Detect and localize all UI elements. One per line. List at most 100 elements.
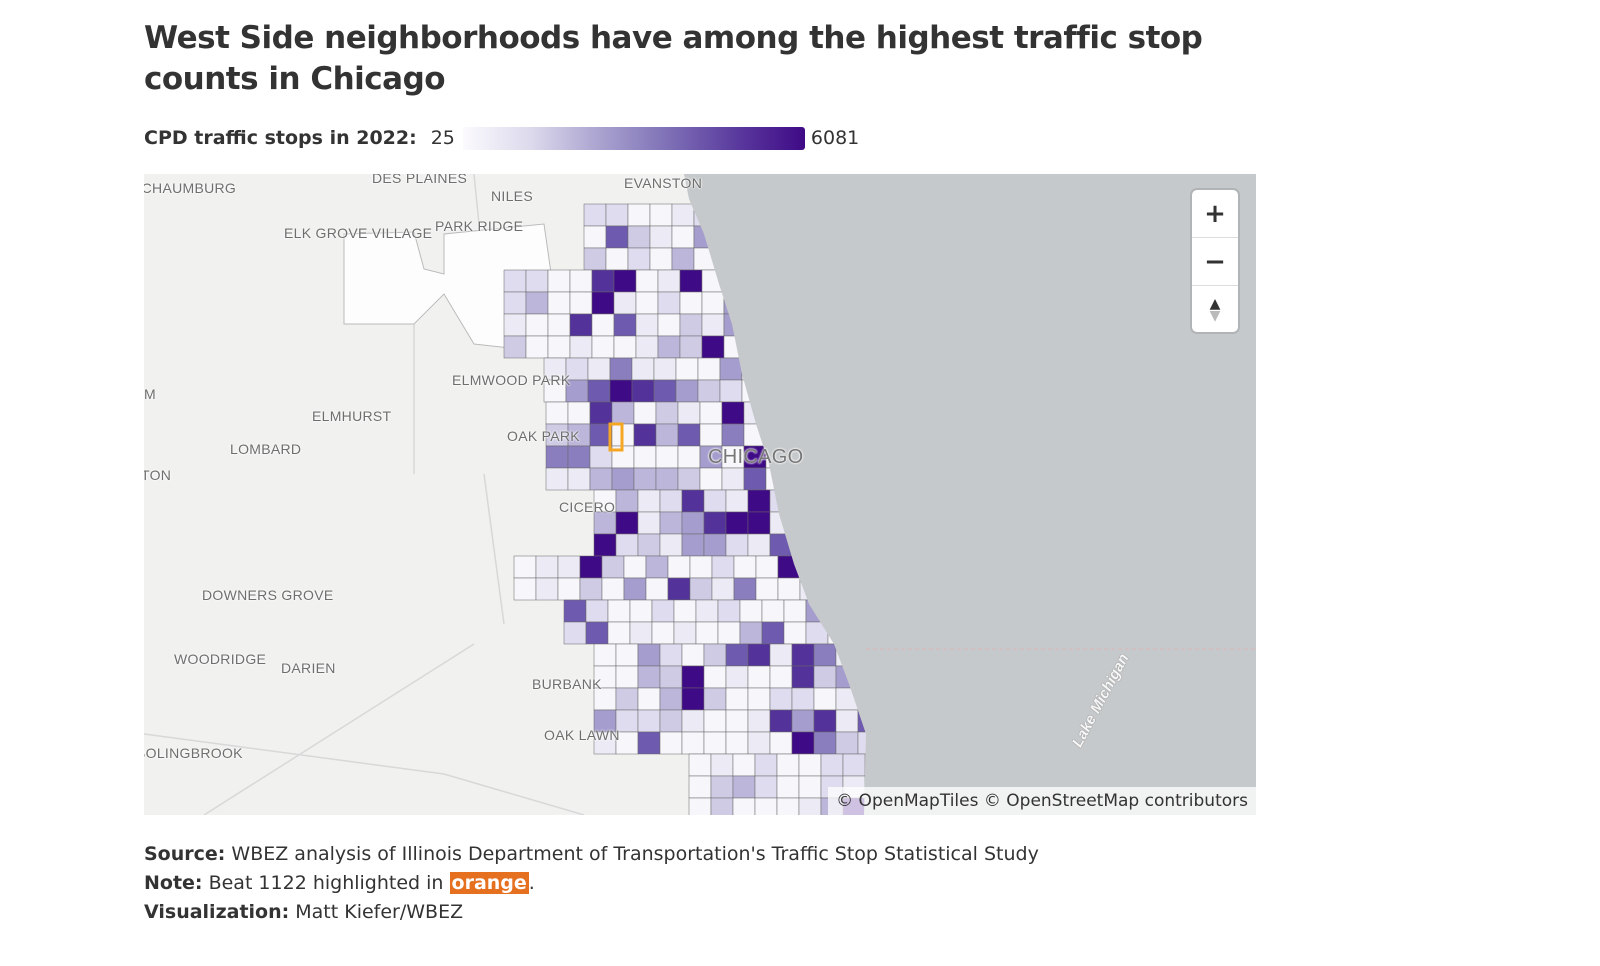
beat[interactable] <box>659 511 683 535</box>
beat[interactable] <box>835 709 859 733</box>
beat[interactable] <box>525 269 549 293</box>
beat[interactable] <box>688 797 712 815</box>
beat[interactable] <box>747 643 771 667</box>
beat[interactable] <box>535 555 559 579</box>
beat[interactable] <box>651 599 675 623</box>
beat[interactable] <box>710 753 734 777</box>
beat[interactable] <box>655 401 679 425</box>
beat[interactable] <box>611 401 635 425</box>
beat[interactable] <box>623 577 647 601</box>
beat[interactable] <box>747 709 771 733</box>
beat[interactable] <box>777 577 801 601</box>
beat[interactable] <box>769 643 793 667</box>
beat[interactable] <box>754 753 778 777</box>
beat[interactable] <box>733 577 757 601</box>
beat[interactable] <box>719 379 743 403</box>
beat[interactable] <box>776 775 800 799</box>
beat[interactable] <box>747 665 771 689</box>
zoom-out-button[interactable]: − <box>1192 238 1238 286</box>
beat[interactable] <box>587 357 611 381</box>
beat[interactable] <box>679 269 703 293</box>
beat[interactable] <box>609 357 633 381</box>
beat[interactable] <box>557 577 581 601</box>
beat[interactable] <box>725 643 749 667</box>
beat[interactable] <box>645 577 669 601</box>
beat[interactable] <box>615 533 639 557</box>
beat[interactable] <box>653 379 677 403</box>
beat[interactable] <box>593 533 617 557</box>
beat[interactable] <box>629 599 653 623</box>
beat[interactable] <box>721 423 745 447</box>
beat[interactable] <box>589 467 613 491</box>
beat[interactable] <box>615 687 639 711</box>
beat[interactable] <box>725 533 749 557</box>
map-attribution[interactable]: © OpenMapTiles © OpenStreetMap contribut… <box>828 787 1256 815</box>
beat[interactable] <box>671 247 695 271</box>
zoom-in-button[interactable]: + <box>1192 190 1238 238</box>
beat[interactable] <box>583 247 607 271</box>
beat[interactable] <box>699 423 723 447</box>
beat[interactable] <box>591 335 615 359</box>
beat[interactable] <box>653 357 677 381</box>
beat[interactable] <box>769 665 793 689</box>
beat[interactable] <box>689 555 713 579</box>
beat[interactable] <box>569 313 593 337</box>
beat[interactable] <box>699 467 723 491</box>
beat[interactable] <box>813 731 837 755</box>
beat[interactable] <box>503 313 527 337</box>
beat[interactable] <box>637 687 661 711</box>
beat[interactable] <box>627 225 651 249</box>
highlighted-beat-1122[interactable] <box>608 422 624 452</box>
beat[interactable] <box>703 489 727 513</box>
beat[interactable] <box>791 665 815 689</box>
beat[interactable] <box>769 687 793 711</box>
beat[interactable] <box>717 599 741 623</box>
beat[interactable] <box>813 709 837 733</box>
beat[interactable] <box>623 555 647 579</box>
beat[interactable] <box>739 621 763 645</box>
beat[interactable] <box>719 357 743 381</box>
beat[interactable] <box>535 577 559 601</box>
beat[interactable] <box>747 731 771 755</box>
beat[interactable] <box>601 577 625 601</box>
beat[interactable] <box>637 511 661 535</box>
beat[interactable] <box>673 599 697 623</box>
beat[interactable] <box>651 621 675 645</box>
beat[interactable] <box>607 621 631 645</box>
beat[interactable] <box>645 555 669 579</box>
beat[interactable] <box>675 357 699 381</box>
beat[interactable] <box>835 731 859 755</box>
beat[interactable] <box>569 335 593 359</box>
beat[interactable] <box>791 687 815 711</box>
beat[interactable] <box>739 599 763 623</box>
beat[interactable] <box>703 643 727 667</box>
beat[interactable] <box>649 203 673 227</box>
beat[interactable] <box>635 313 659 337</box>
beat[interactable] <box>725 665 749 689</box>
beat[interactable] <box>813 643 837 667</box>
beat[interactable] <box>633 467 657 491</box>
beat[interactable] <box>585 621 609 645</box>
beat[interactable] <box>627 203 651 227</box>
beat[interactable] <box>607 599 631 623</box>
beat[interactable] <box>679 313 703 337</box>
beat[interactable] <box>615 489 639 513</box>
beat[interactable] <box>783 599 807 623</box>
beat[interactable] <box>701 291 725 315</box>
beat[interactable] <box>681 731 705 755</box>
beat[interactable] <box>659 643 683 667</box>
beat[interactable] <box>717 621 741 645</box>
beat[interactable] <box>637 643 661 667</box>
beat[interactable] <box>629 621 653 645</box>
beat[interactable] <box>755 555 779 579</box>
beat[interactable] <box>679 291 703 315</box>
beat[interactable] <box>635 291 659 315</box>
beat[interactable] <box>732 753 756 777</box>
beat[interactable] <box>613 313 637 337</box>
beat[interactable] <box>637 709 661 733</box>
beat[interactable] <box>791 643 815 667</box>
beat[interactable] <box>591 313 615 337</box>
beat[interactable] <box>563 621 587 645</box>
beat[interactable] <box>637 533 661 557</box>
beat[interactable] <box>613 291 637 315</box>
